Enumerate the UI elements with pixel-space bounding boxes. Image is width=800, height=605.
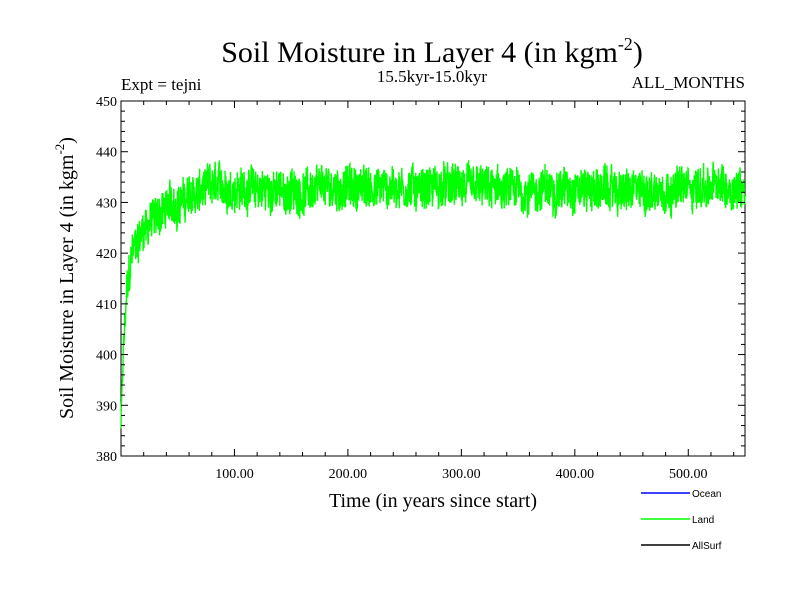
x-tick-label: 100.00 <box>215 467 254 482</box>
chart-title-sup: -2 <box>618 34 633 54</box>
subtitle-center: 15.5kyr-15.0kyr <box>377 67 487 86</box>
subtitle-right: ALL_MONTHS <box>632 73 745 92</box>
x-tick-label: 500.00 <box>669 467 708 482</box>
x-tick-label: 400.00 <box>556 467 595 482</box>
axes-layer: 380 390 400 410 420 430 440 450 100.00 200.00 300.… <box>96 95 745 482</box>
y-axis-label: Soil Moisture in Layer 4 (in kgm-2) <box>52 137 78 419</box>
legend-label-land: Land <box>692 515 714 526</box>
series-line-land <box>120 160 746 429</box>
y-tick-label: 390 <box>96 399 117 414</box>
y-tick-label: 380 <box>96 450 117 465</box>
y-tick-label: 440 <box>96 146 117 161</box>
chart-title-main: Soil Moisture in Layer 4 (in kgm <box>221 36 618 69</box>
x-axis-label: Time (in years since start) <box>329 490 537 512</box>
legend-label-allsurf: AllSurf <box>692 541 722 552</box>
y-tick-label: 410 <box>96 298 117 313</box>
x-tick-label: 200.00 <box>329 467 368 482</box>
legend: Ocean Land AllSurf <box>641 489 722 552</box>
plot-frame <box>120 100 746 457</box>
chart-title: Soil Moisture in Layer 4 (in kgm-2) <box>221 34 643 69</box>
y-tick-label: 420 <box>96 247 117 262</box>
subtitle-left: Expt = tejni <box>121 75 202 94</box>
y-axis-label-sup: -2 <box>52 144 67 155</box>
data-layer <box>120 160 746 429</box>
x-tick-label: 300.00 <box>442 467 481 482</box>
y-axis-label-close: ) <box>56 137 78 144</box>
y-tick-label: 400 <box>96 349 117 364</box>
legend-label-ocean: Ocean <box>692 489 721 500</box>
y-tick-label: 450 <box>96 95 117 110</box>
y-axis-label-main: Soil Moisture in Layer 4 (in kgm <box>56 154 78 419</box>
chart-title-close: ) <box>633 36 643 69</box>
y-tick-label: 430 <box>96 196 117 211</box>
